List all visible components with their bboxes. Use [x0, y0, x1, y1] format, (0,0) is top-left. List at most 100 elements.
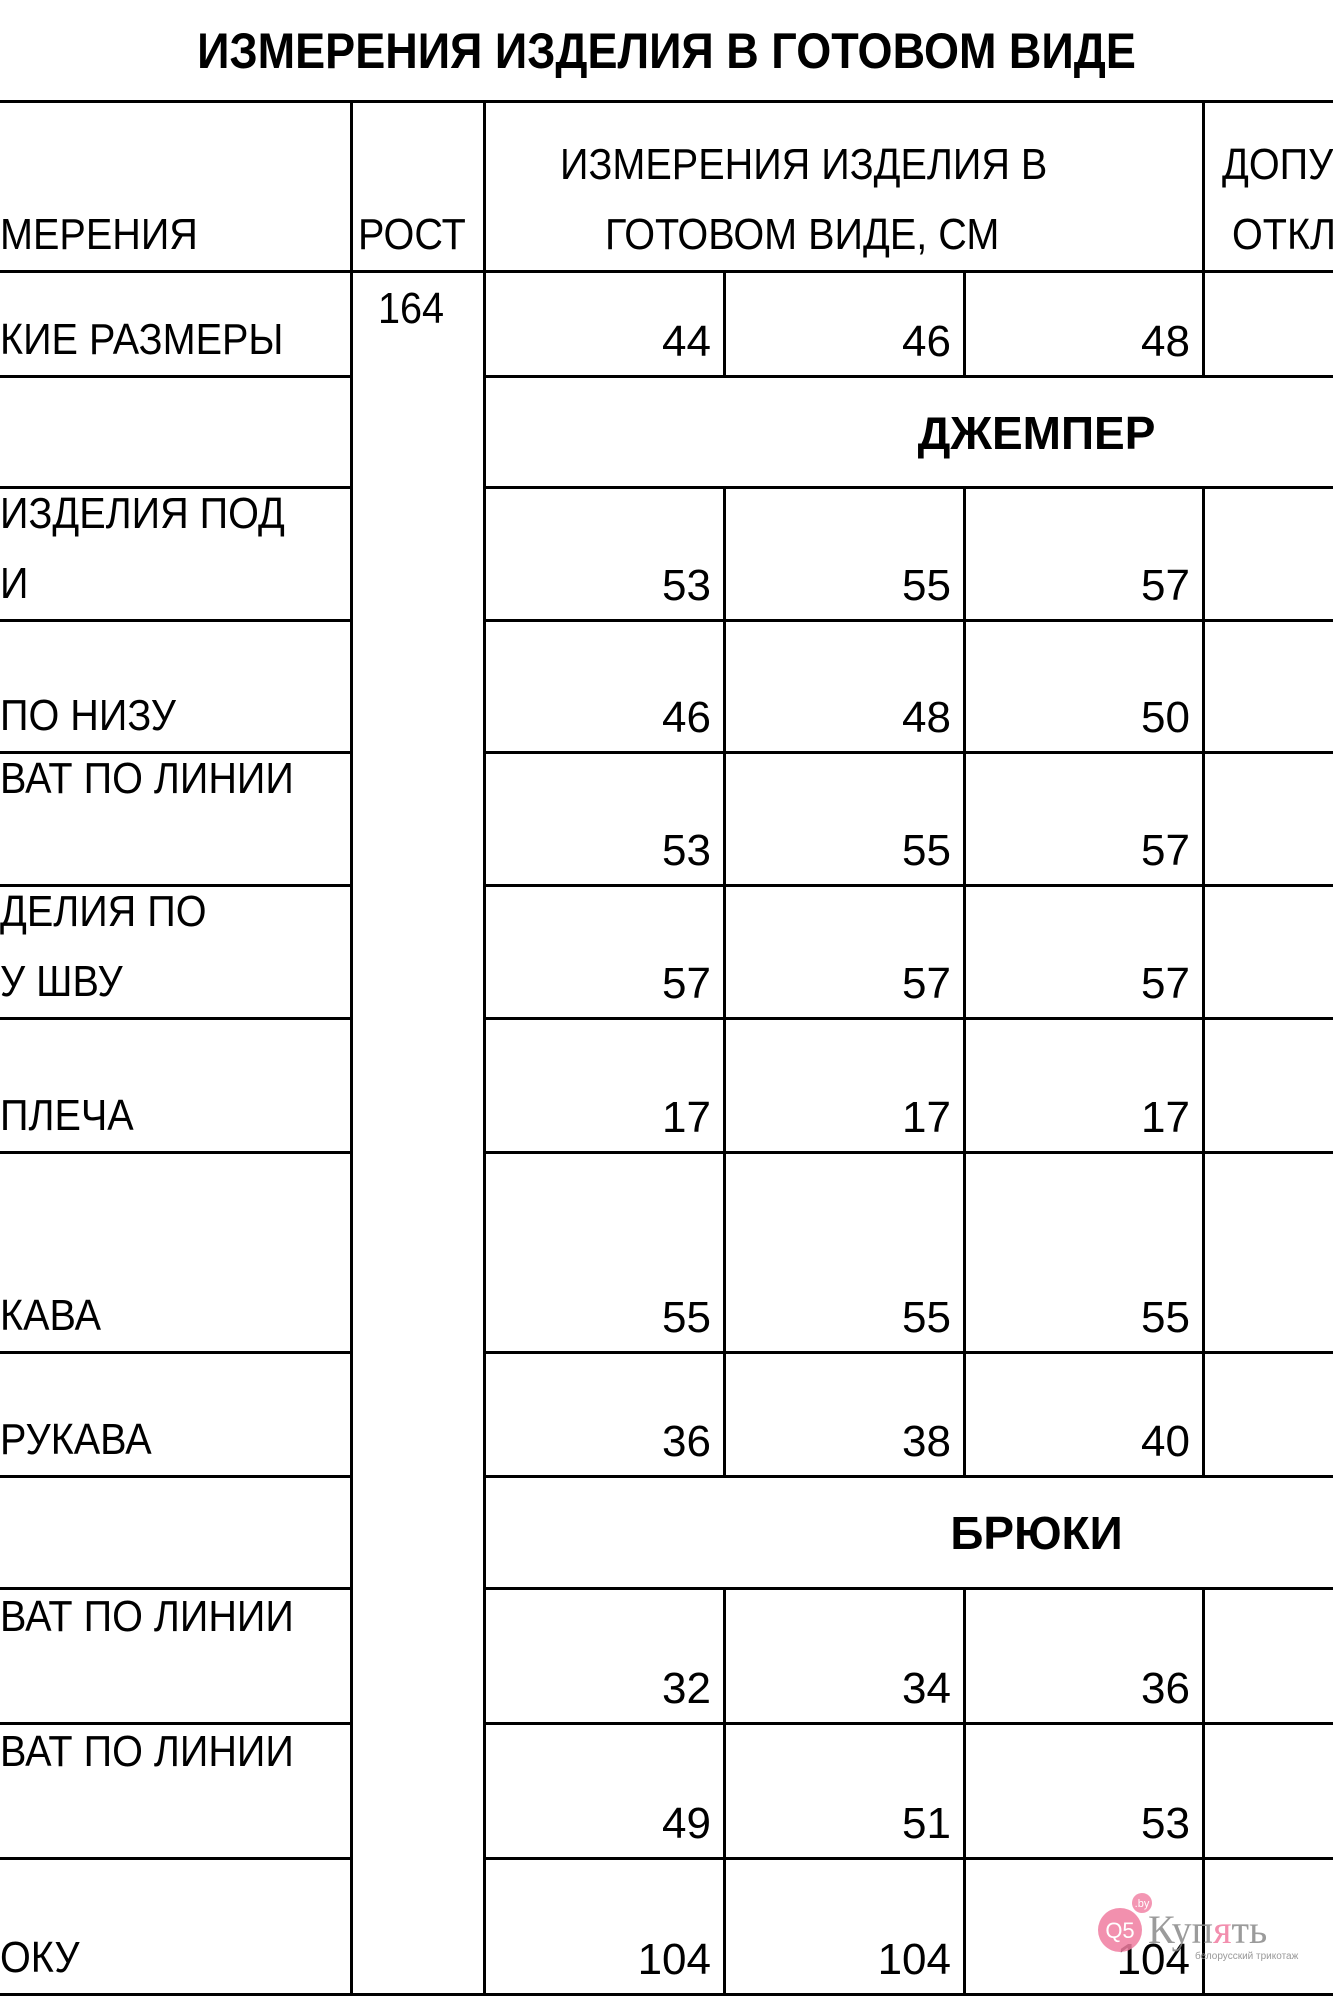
- size-value: 50: [1141, 693, 1190, 742]
- row-divider: [0, 1993, 350, 1996]
- size-value: 57: [902, 959, 951, 1008]
- column-divider: [963, 1351, 966, 1475]
- row-divider: [483, 619, 1333, 622]
- row-label-line2: У ШВУ: [0, 957, 123, 1006]
- size-value: 48: [1141, 317, 1190, 366]
- column-divider: [483, 100, 486, 270]
- page-title: ИЗМЕРЕНИЯ ИЗДЕЛИЯ В ГОТОВОМ ВИДЕ: [197, 23, 1136, 79]
- row-label-line2: ПО НИЗУ: [0, 691, 176, 740]
- row-divider: [0, 375, 350, 378]
- column-divider: [723, 1151, 726, 1351]
- size-value: 53: [662, 561, 711, 610]
- row-label-line1: ИЗДЕЛИЯ ПОД: [0, 489, 285, 538]
- column-divider: [1202, 100, 1205, 270]
- row-divider: [0, 619, 350, 622]
- row-label-line2: КИЕ РАЗМЕРЫ: [0, 315, 284, 364]
- size-value: 104: [637, 1935, 711, 1984]
- row-divider: [0, 1017, 350, 1020]
- size-value: 57: [1141, 826, 1190, 875]
- column-divider: [350, 270, 353, 1996]
- row-label-line2: ОКУ: [0, 1933, 80, 1982]
- column-divider: [963, 1722, 966, 1857]
- column-divider: [723, 270, 726, 375]
- row-divider: [0, 1475, 350, 1478]
- column-divider: [963, 270, 966, 375]
- size-value: 55: [1141, 1293, 1190, 1342]
- size-value: 55: [902, 1293, 951, 1342]
- row-divider: [483, 1017, 1333, 1020]
- section-title: БРЮКИ: [950, 1507, 1123, 1559]
- section-title: ДЖЕМПЕР: [917, 406, 1156, 459]
- size-value: 32: [662, 1664, 711, 1713]
- row-divider: [483, 751, 1333, 754]
- row-divider: [483, 1993, 1333, 1996]
- column-divider: [1202, 1587, 1205, 1722]
- size-value: 38: [902, 1417, 951, 1466]
- column-divider: [1202, 270, 1205, 375]
- size-value: 40: [1141, 1417, 1190, 1466]
- size-value: 36: [662, 1417, 711, 1466]
- size-value: 17: [662, 1093, 711, 1142]
- header-tol-1: ДОПУ: [1222, 140, 1333, 189]
- column-divider: [723, 619, 726, 751]
- size-value: 55: [902, 826, 951, 875]
- svg-text:Q5: Q5: [1105, 1918, 1134, 1943]
- size-value: 57: [1141, 561, 1190, 610]
- column-divider: [1202, 619, 1205, 751]
- row-label-line2: РУКАВА: [0, 1415, 152, 1464]
- row-divider: [0, 1722, 350, 1725]
- column-divider: [723, 486, 726, 619]
- size-value: 55: [662, 1293, 711, 1342]
- table-border: [0, 270, 1333, 273]
- svg-text:белорусский трикотаж: белорусский трикотаж: [1195, 1950, 1299, 1962]
- row-label-line2: И: [0, 559, 29, 608]
- column-divider: [963, 1857, 966, 1993]
- size-value: 36: [1141, 1664, 1190, 1713]
- row-divider: [0, 1351, 350, 1354]
- size-value: 34: [902, 1664, 951, 1713]
- row-divider: [0, 1151, 350, 1154]
- column-divider: [963, 1151, 966, 1351]
- column-divider: [723, 1587, 726, 1722]
- column-divider: [1202, 1857, 1205, 1993]
- column-divider: [1202, 884, 1205, 1017]
- column-divider: [723, 751, 726, 884]
- size-value: 57: [662, 959, 711, 1008]
- table-border: [0, 100, 1333, 103]
- column-divider: [723, 884, 726, 1017]
- row-divider: [483, 884, 1333, 887]
- size-value: 46: [902, 317, 951, 366]
- row-divider: [0, 1587, 350, 1590]
- header-measure: МЕРЕНИЯ: [0, 210, 198, 259]
- column-divider: [1202, 751, 1205, 884]
- size-value: 104: [877, 1935, 951, 1984]
- size-value: 51: [902, 1799, 951, 1848]
- header-height: РОСТ: [358, 210, 466, 259]
- row-divider: [483, 1475, 1333, 1478]
- column-divider: [1202, 486, 1205, 619]
- row-divider: [483, 1151, 1333, 1154]
- size-value: 57: [1141, 959, 1190, 1008]
- column-divider: [723, 1017, 726, 1151]
- column-divider: [350, 100, 353, 270]
- row-divider: [483, 1587, 1333, 1590]
- row-divider: [483, 375, 1333, 378]
- column-divider: [723, 1722, 726, 1857]
- svg-text:.by: .by: [1135, 1898, 1150, 1910]
- row-divider: [0, 884, 350, 887]
- column-divider: [1202, 1722, 1205, 1857]
- column-divider: [723, 1351, 726, 1475]
- column-divider: [1202, 1151, 1205, 1351]
- size-value: 17: [1141, 1093, 1190, 1142]
- row-divider: [483, 1857, 1333, 1860]
- header-dims-2: ГОТОВОМ ВИДЕ, СМ: [605, 210, 1000, 259]
- size-value: 48: [902, 693, 951, 742]
- column-divider: [963, 1017, 966, 1151]
- size-value: 49: [662, 1799, 711, 1848]
- column-divider: [1202, 1017, 1205, 1151]
- row-divider: [0, 486, 350, 489]
- row-label-line1: ВАТ ПО ЛИНИИ: [0, 1727, 294, 1776]
- size-value: 44: [662, 317, 711, 366]
- row-divider: [483, 486, 1333, 489]
- column-divider: [1202, 1351, 1205, 1475]
